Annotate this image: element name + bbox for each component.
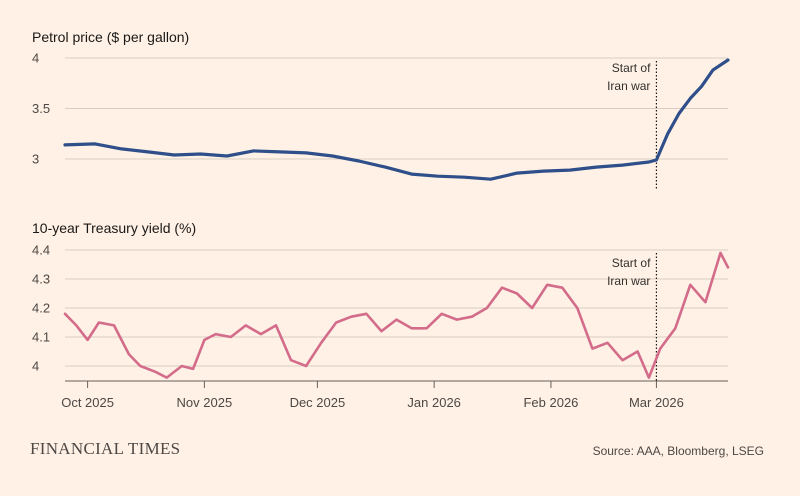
series-line [63,58,730,181]
annotation-label: Start of [612,61,651,75]
x-axis: Oct 2025 Nov 2025 Dec 2025 Jan 2026 Feb 2026… [61,380,728,410]
x-tick-label: Nov 2025 [177,395,233,410]
ft-logo-wordmark: FINANCIAL TIMES [30,439,180,458]
petrol-series [63,58,730,181]
x-tick-label: Oct 2025 [61,395,114,410]
annotation-label: Iran war [607,274,650,288]
x-tick-label: Jan 2026 [407,395,461,410]
y-tick-label: 4.1 [32,330,50,345]
yield-y-tick-labels: 4.4 4.3 4.2 4.1 4 [32,243,50,374]
annotation-label: Iran war [607,79,650,93]
y-tick-label: 3.5 [32,101,50,116]
y-tick-label: 3 [32,152,39,167]
yield-chart-title: 10-year Treasury yield (%) [32,220,196,236]
petrol-chart-title: Petrol price ($ per gallon) [32,29,189,45]
petrol-y-tick-labels: 43.53 [32,51,50,167]
y-tick-label: 4.3 [32,272,50,287]
yield-gridlines [65,249,728,367]
y-tick-label: 4.4 [32,243,50,258]
petrol-gridlines [65,57,728,160]
y-tick-label: 4.2 [32,301,50,316]
series-line [63,251,730,379]
yield-series [63,251,730,379]
y-tick-label: 4 [32,359,39,374]
source-note: Source: AAA, Bloomberg, LSEG [593,444,764,458]
petrol-war-annotation: Start of Iran war [607,61,658,189]
x-tick-label: Dec 2025 [290,395,346,410]
annotation-label: Start of [612,256,651,270]
x-tick-label: Mar 2026 [629,395,684,410]
yield-war-annotation: Start of Iran war [607,253,658,381]
x-tick-label: Feb 2026 [523,395,578,410]
y-tick-label: 4 [32,51,39,66]
